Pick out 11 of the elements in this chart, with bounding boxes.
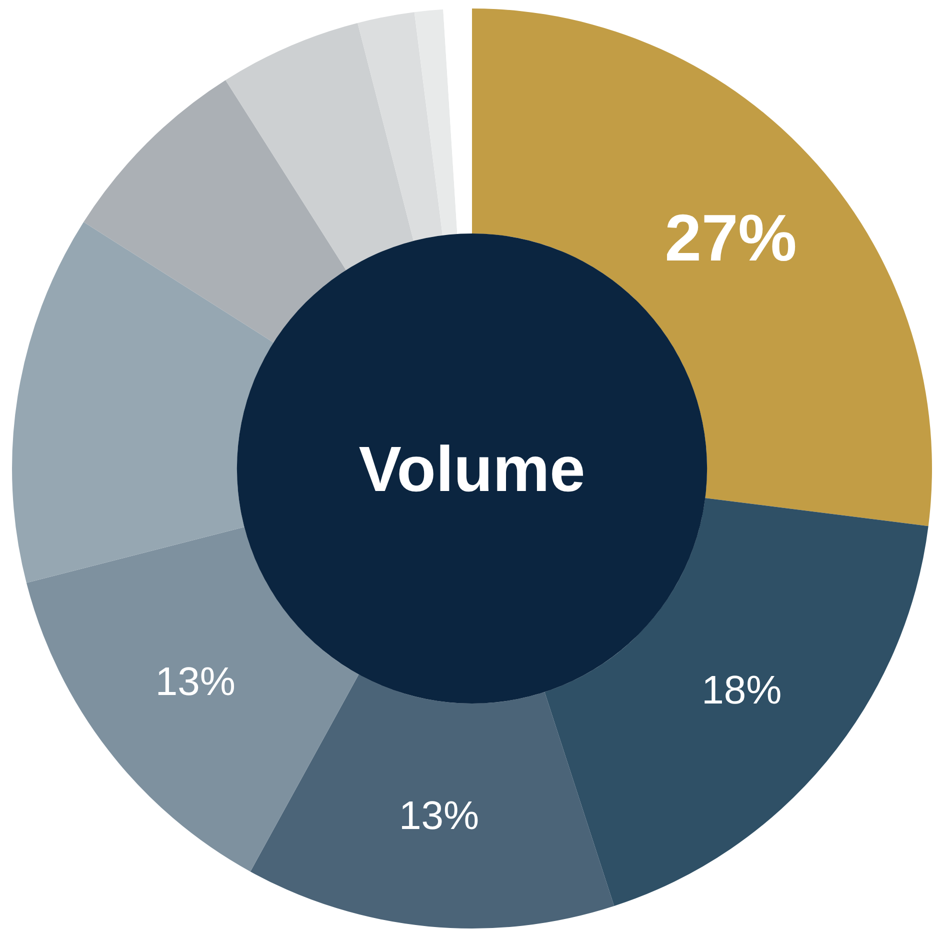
donut-slice (226, 22, 414, 270)
donut-slice (250, 674, 614, 928)
donut-slice (84, 80, 346, 343)
data-label: 27% (664, 200, 797, 274)
text: Volume (358, 433, 586, 505)
data-label: 13% (399, 794, 480, 838)
donut-slice (12, 222, 274, 583)
data-label: 18% (702, 668, 782, 713)
donut-slice (26, 526, 359, 872)
data-label: 13% (155, 660, 236, 704)
donut-slice (544, 498, 928, 906)
